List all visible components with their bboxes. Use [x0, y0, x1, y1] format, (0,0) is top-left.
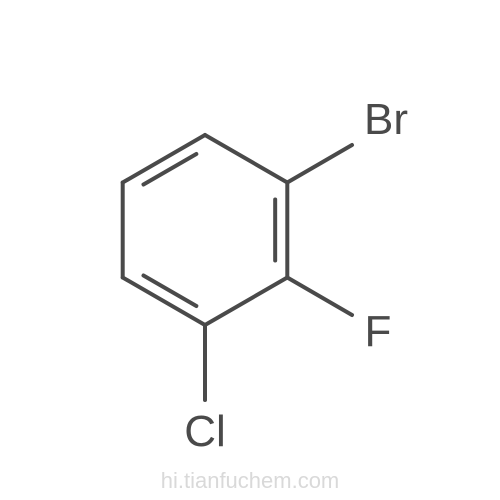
bonds-svg [0, 0, 500, 500]
atom-label-cl: Cl [184, 407, 226, 457]
watermark-text: hi.tianfuchem.com [161, 468, 340, 494]
molecule-diagram: { "structure_type": "chemical-structure"… [0, 0, 500, 500]
atom-label-br: Br [364, 95, 408, 145]
atom-label-f: F [365, 307, 392, 357]
